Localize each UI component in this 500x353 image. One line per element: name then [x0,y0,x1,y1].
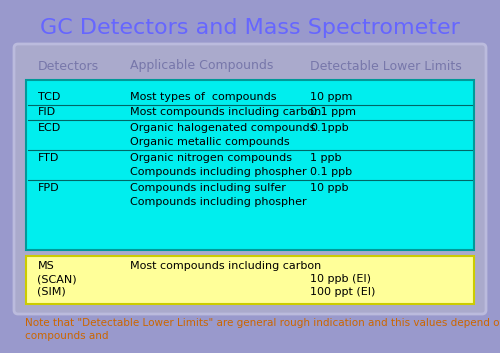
Text: TCD: TCD [38,92,60,102]
Text: FID: FID [38,107,56,117]
Text: ECD: ECD [38,123,61,133]
Text: 0.1ppb: 0.1ppb [310,123,348,133]
Text: Organic halogenated compounds: Organic halogenated compounds [130,123,316,133]
Text: Compounds including phospher: Compounds including phospher [130,197,306,207]
Text: 0.1 ppb: 0.1 ppb [310,167,352,177]
Text: Detectors: Detectors [38,60,98,72]
Text: FTD: FTD [38,153,59,163]
Text: (SCAN): (SCAN) [38,274,77,284]
Text: 0.1 ppm: 0.1 ppm [310,107,356,117]
Text: 10 ppb: 10 ppb [310,183,348,193]
Text: 10 ppm: 10 ppm [310,92,352,102]
FancyBboxPatch shape [14,44,486,314]
FancyBboxPatch shape [26,256,474,304]
Text: 1 ppb: 1 ppb [310,153,342,163]
Text: Most compounds including carbon: Most compounds including carbon [130,107,321,117]
Text: MS: MS [38,261,54,271]
Text: Most types of  compounds: Most types of compounds [130,92,276,102]
Text: Compounds including sulfer: Compounds including sulfer [130,183,286,193]
Text: FPD: FPD [38,183,59,193]
Text: Note that "Detectable Lower Limits" are general rough indication and this values: Note that "Detectable Lower Limits" are … [25,318,500,341]
Text: Most compounds including carbon: Most compounds including carbon [130,261,321,271]
Text: GC Detectors and Mass Spectrometer: GC Detectors and Mass Spectrometer [40,18,460,38]
Text: Detectable Lower Limits: Detectable Lower Limits [310,60,462,72]
Text: 100 ppt (EI): 100 ppt (EI) [310,287,376,297]
Text: Applicable Compounds: Applicable Compounds [130,60,274,72]
Text: Organic nitrogen compounds: Organic nitrogen compounds [130,153,292,163]
Text: Organic metallic compounds: Organic metallic compounds [130,137,290,147]
Text: Compounds including phospher: Compounds including phospher [130,167,306,177]
FancyBboxPatch shape [26,80,474,250]
Text: (SIM): (SIM) [38,287,66,297]
Text: 10 ppb (EI): 10 ppb (EI) [310,274,371,284]
